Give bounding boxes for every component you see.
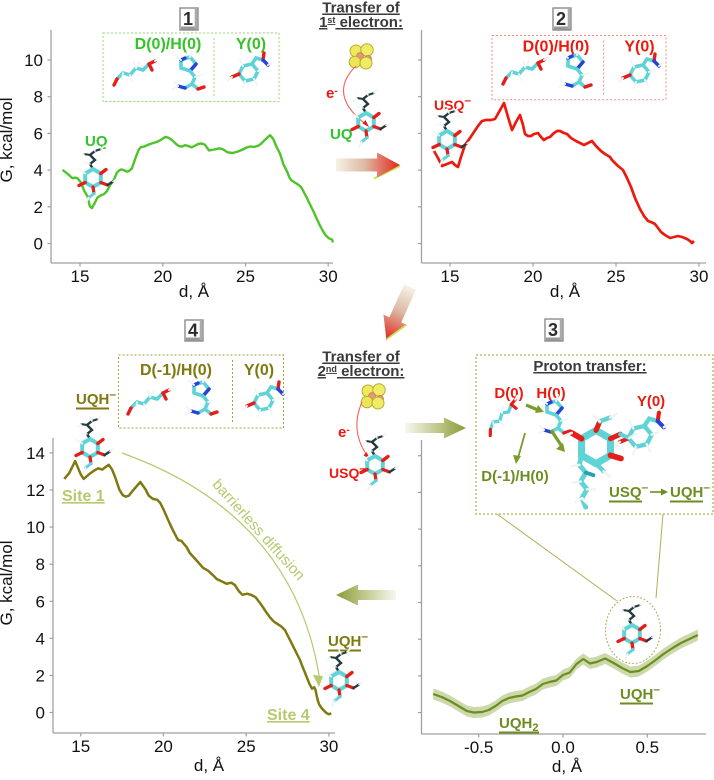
svg-text:Y(0): Y(0) bbox=[637, 393, 665, 410]
svg-text:10: 10 bbox=[26, 518, 45, 537]
svg-text:6: 6 bbox=[34, 124, 43, 143]
svg-text:Site 4: Site 4 bbox=[267, 707, 310, 724]
svg-text:Transfer of: Transfer of bbox=[322, 0, 401, 17]
svg-text:UQH–: UQH– bbox=[620, 682, 660, 703]
svg-text:30: 30 bbox=[690, 267, 709, 286]
svg-text:USQ–: USQ– bbox=[609, 480, 649, 501]
svg-text:Site 1: Site 1 bbox=[62, 488, 105, 505]
svg-text:USQ–: USQ– bbox=[434, 93, 471, 113]
svg-text:25: 25 bbox=[237, 737, 256, 756]
svg-text:UQ: UQ bbox=[85, 133, 108, 150]
svg-text:30: 30 bbox=[319, 267, 338, 286]
svg-text:20: 20 bbox=[524, 267, 543, 286]
svg-text:0: 0 bbox=[34, 235, 43, 254]
svg-text:D(-1)/H(0): D(-1)/H(0) bbox=[140, 362, 212, 379]
svg-text:e-: e- bbox=[326, 85, 338, 102]
svg-text:0: 0 bbox=[36, 704, 45, 723]
svg-text:e-: e- bbox=[338, 424, 350, 441]
svg-text:0.5: 0.5 bbox=[635, 738, 659, 757]
svg-text:20: 20 bbox=[154, 737, 173, 756]
svg-text:10: 10 bbox=[24, 51, 43, 70]
svg-text:d, Å: d, Å bbox=[550, 282, 581, 301]
svg-text:4: 4 bbox=[188, 321, 198, 341]
svg-text:UQ: UQ bbox=[330, 126, 353, 143]
svg-text:0.0: 0.0 bbox=[551, 738, 575, 757]
svg-text:d, Å: d, Å bbox=[552, 757, 583, 776]
svg-text:D(0)/H(0): D(0)/H(0) bbox=[523, 39, 590, 56]
svg-text:20: 20 bbox=[153, 267, 172, 286]
svg-text:15: 15 bbox=[441, 267, 460, 286]
svg-text:Y(0): Y(0) bbox=[236, 36, 266, 53]
svg-text:USQ–: USQ– bbox=[329, 461, 366, 481]
svg-text:d, Å: d, Å bbox=[179, 282, 210, 301]
svg-text:Y(0): Y(0) bbox=[624, 39, 654, 56]
svg-text:25: 25 bbox=[236, 267, 255, 286]
svg-text:8: 8 bbox=[34, 88, 43, 107]
svg-text:6: 6 bbox=[36, 592, 45, 611]
svg-text:1st electron:: 1st electron: bbox=[319, 14, 403, 31]
svg-text:G, kcal/mol: G, kcal/mol bbox=[0, 97, 16, 182]
svg-text:UQH2: UQH2 bbox=[499, 715, 538, 734]
svg-text:UQH–: UQH– bbox=[328, 629, 368, 650]
svg-text:-0.5: -0.5 bbox=[464, 738, 493, 757]
svg-text:2: 2 bbox=[556, 9, 566, 29]
svg-text:3: 3 bbox=[548, 320, 558, 340]
svg-text:H(0): H(0) bbox=[536, 385, 565, 402]
svg-text:UQH–: UQH– bbox=[670, 480, 710, 501]
svg-text:15: 15 bbox=[71, 267, 90, 286]
svg-text:D(0)/H(0): D(0)/H(0) bbox=[135, 36, 202, 53]
svg-text:D(-1)/H(0): D(-1)/H(0) bbox=[481, 468, 549, 485]
svg-text:14: 14 bbox=[26, 444, 45, 463]
svg-text:d, Å: d, Å bbox=[194, 756, 225, 775]
svg-text:Y(0): Y(0) bbox=[244, 362, 274, 379]
svg-text:2: 2 bbox=[36, 666, 45, 685]
svg-text:4: 4 bbox=[34, 161, 43, 180]
svg-text:Transfer of: Transfer of bbox=[322, 349, 401, 366]
svg-text:UQH–: UQH– bbox=[76, 387, 116, 408]
svg-text:4: 4 bbox=[36, 629, 45, 648]
svg-text:12: 12 bbox=[26, 481, 45, 500]
svg-text:2: 2 bbox=[34, 198, 43, 217]
svg-text:G, kcal/mol: G, kcal/mol bbox=[0, 540, 16, 625]
svg-text:30: 30 bbox=[319, 737, 338, 756]
svg-text:2nd electron:: 2nd electron: bbox=[318, 363, 405, 380]
svg-text:25: 25 bbox=[607, 267, 626, 286]
svg-text:15: 15 bbox=[71, 737, 90, 756]
svg-text:1: 1 bbox=[183, 9, 193, 29]
svg-text:8: 8 bbox=[36, 555, 45, 574]
svg-text:Proton transfer:: Proton transfer: bbox=[533, 358, 646, 375]
svg-text:D(0): D(0) bbox=[494, 385, 523, 402]
